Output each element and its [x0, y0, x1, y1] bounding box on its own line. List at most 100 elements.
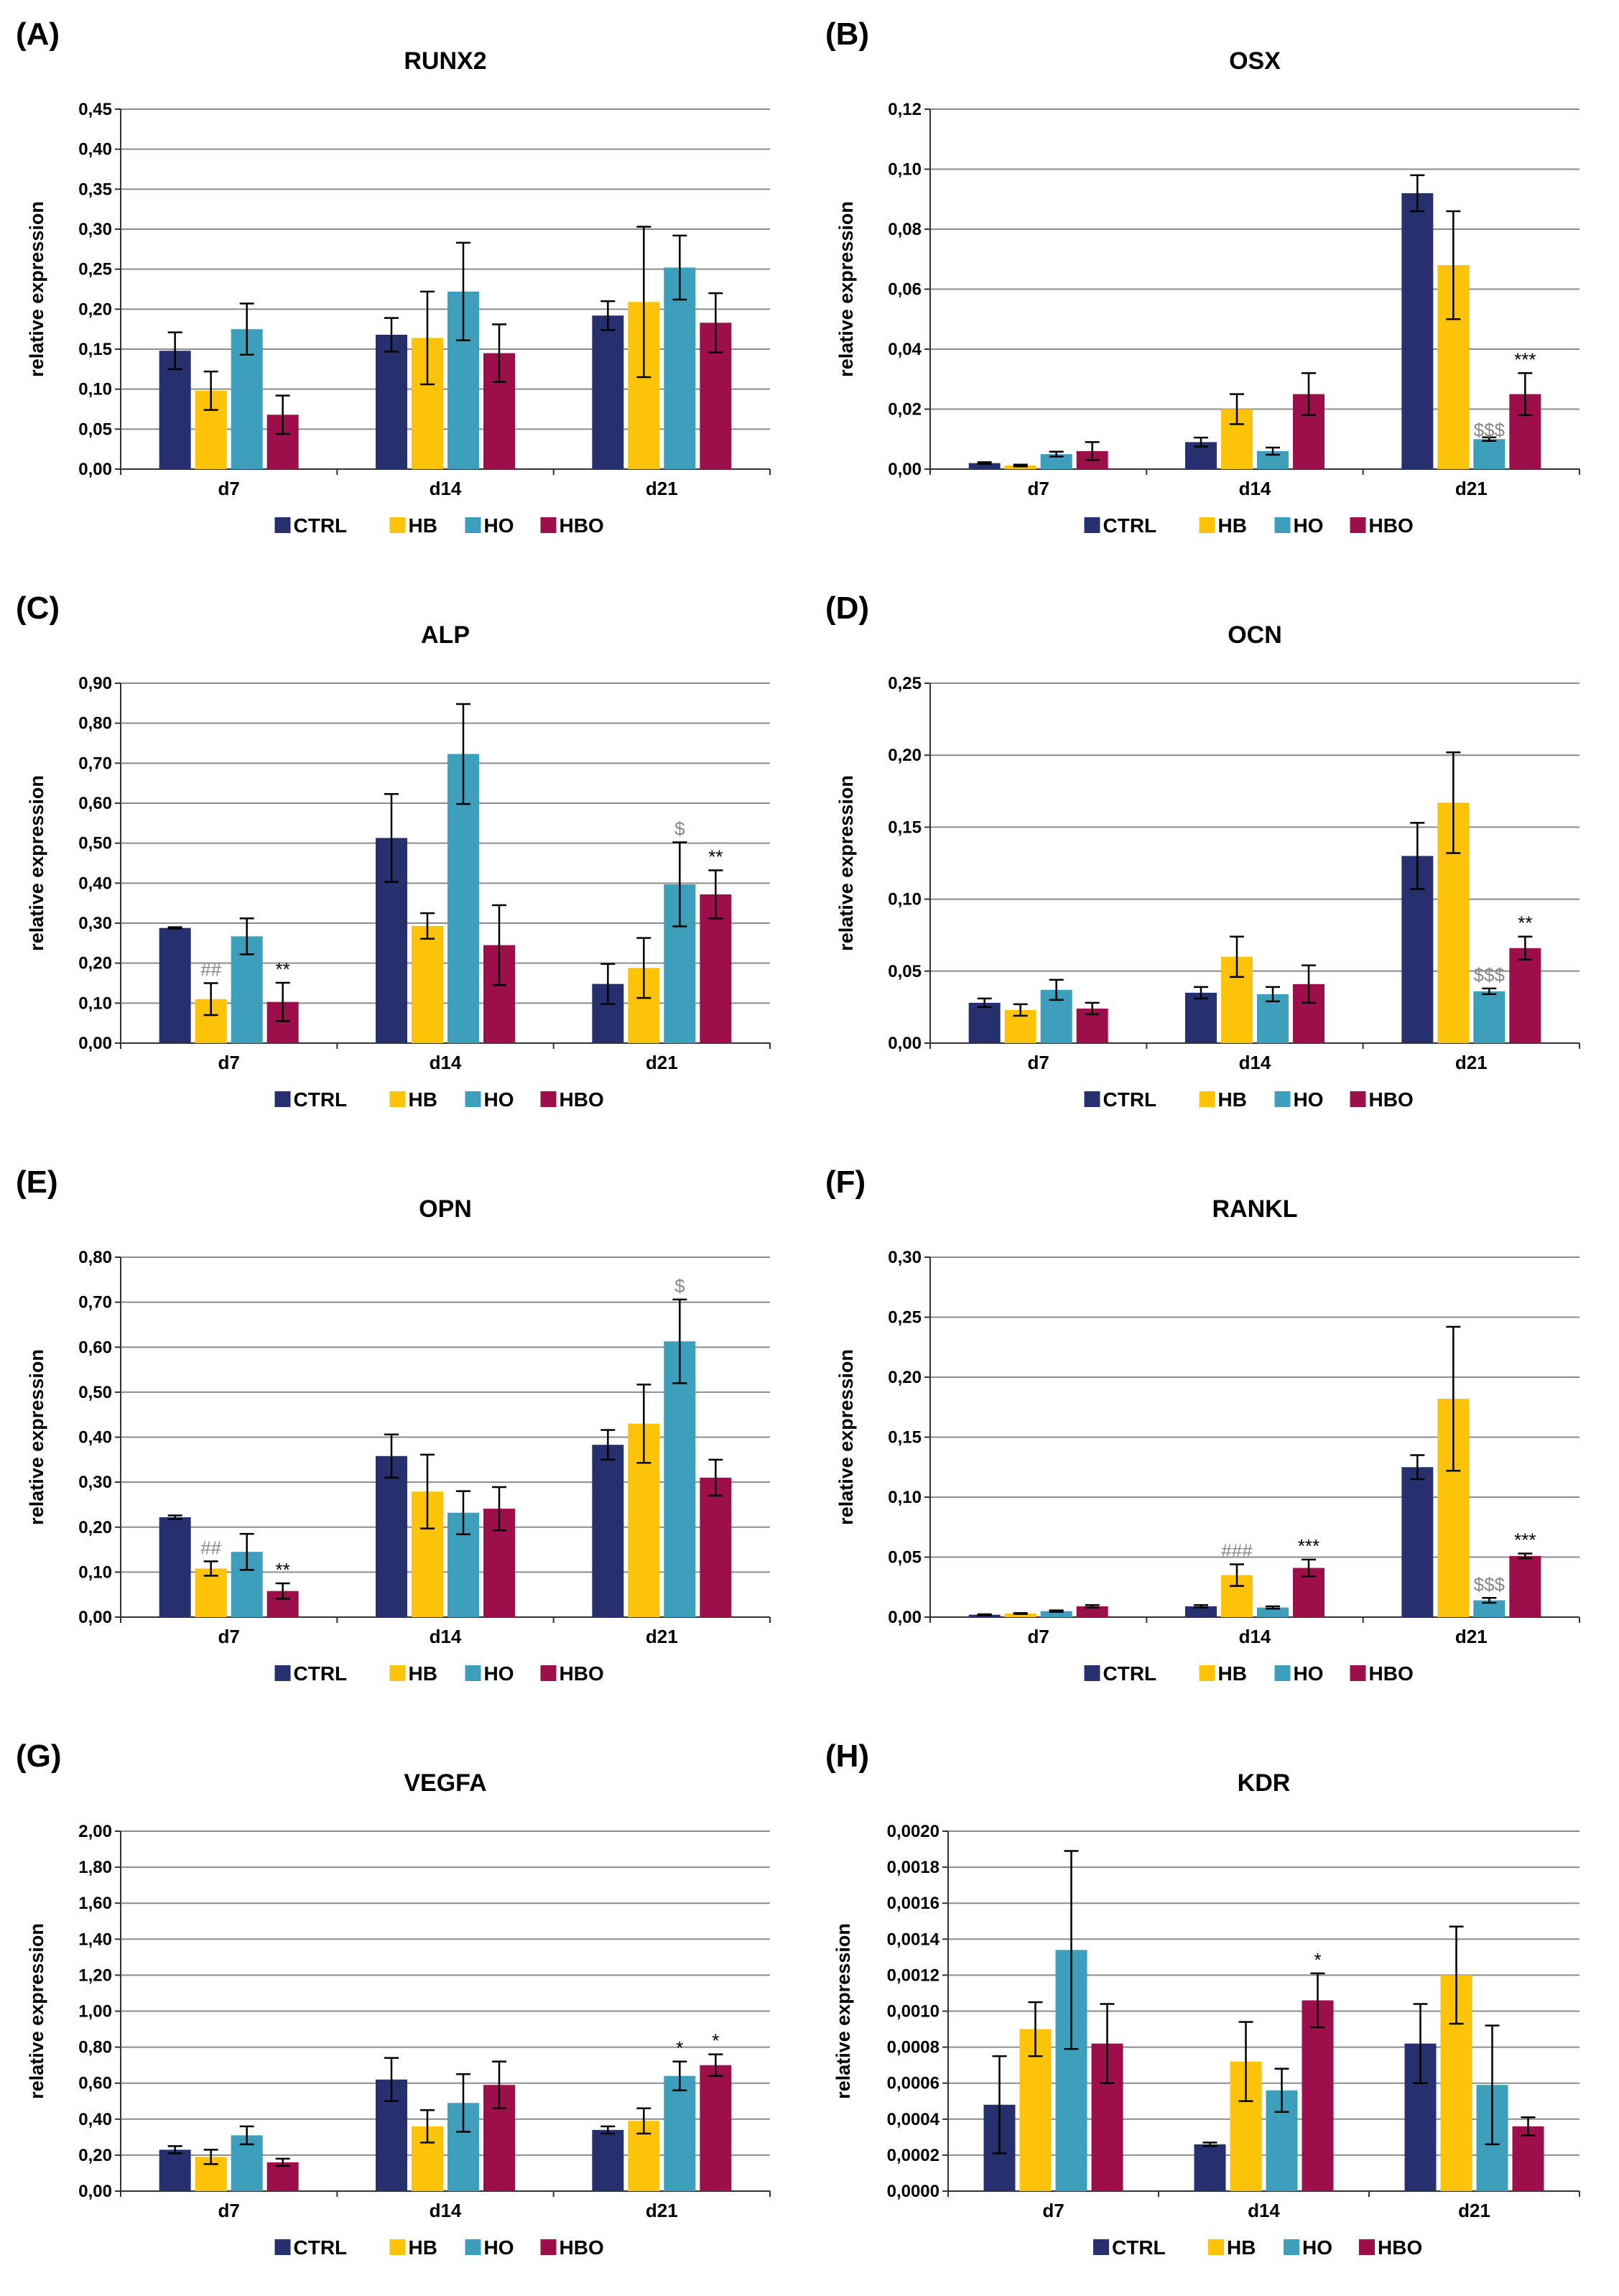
y-tick-label: 0,50 [78, 1383, 112, 1402]
legend-swatch-ctrl [1084, 517, 1100, 533]
bar-ctrl-d7 [159, 927, 191, 1043]
bar-hb-d7 [1004, 1613, 1036, 1617]
legend-label-hbo: HBO [1369, 1662, 1414, 1685]
y-tick-label: 1,20 [78, 1966, 112, 1985]
legend-label-ho: HO [484, 2236, 514, 2259]
bar-ctrl-d14 [1185, 992, 1217, 1043]
significance-marker: *** [1298, 1535, 1319, 1557]
legend-swatch-hb [1199, 1091, 1215, 1107]
legend-swatch-hbo [1350, 517, 1366, 533]
legend-label-hbo: HBO [560, 1088, 604, 1111]
bar-hbo-d7 [1076, 1606, 1108, 1617]
y-tick-label: 0,0012 [887, 1966, 940, 1985]
legend-label-ctrl: CTRL [1112, 2236, 1166, 2259]
y-axis-label: relative expression [832, 1923, 854, 2099]
y-tick-label: 0,10 [78, 994, 112, 1013]
significance-marker: $$$ [1474, 1573, 1506, 1595]
y-tick-label: 0,45 [78, 100, 112, 119]
x-tick-label: d14 [430, 2200, 462, 2221]
y-tick-label: 0,00 [888, 1608, 922, 1627]
chart-vegfa: (G) VEGFA 0,00 0,20 0,40 0,60 0,80 1,00 1,20 1,40… [0, 1722, 810, 2296]
panel-label: (D) [825, 591, 869, 626]
bar-ho-d7 [1040, 454, 1072, 469]
significance-marker: $$$ [1474, 419, 1506, 440]
y-tick-label: 0,30 [78, 1473, 112, 1492]
x-tick-label: d7 [218, 1052, 239, 1073]
y-tick-label: 0,40 [78, 874, 112, 893]
x-tick-label: d14 [1248, 2200, 1280, 2221]
x-tick-label: d21 [646, 1052, 678, 1073]
bar-ctrl-d7 [968, 1002, 1001, 1043]
y-tick-label: 0,40 [78, 2110, 112, 2129]
significance-marker: *** [1514, 1529, 1536, 1550]
y-tick-label: 0,0000 [887, 2182, 940, 2201]
significance-marker: *** [1514, 348, 1536, 370]
y-tick-label: 0,25 [888, 674, 922, 693]
legend-swatch-ctrl [274, 2239, 291, 2255]
y-tick-label: 0,08 [888, 220, 922, 239]
significance-marker: $ [674, 1275, 685, 1297]
bar-ho-d21 [664, 1341, 696, 1617]
bar-ctrl-d7 [159, 1517, 191, 1617]
x-tick-label: d21 [1458, 2200, 1490, 2221]
legend-swatch-ctrl [1084, 1665, 1100, 1681]
legend-label-ho: HO [1294, 1088, 1324, 1111]
y-tick-label: 0,20 [78, 2146, 112, 2165]
bar-ho-d21 [1473, 439, 1506, 469]
y-tick-label: 1,40 [78, 1930, 112, 1949]
legend-label-ctrl: CTRL [294, 514, 348, 537]
y-tick-label: 0,60 [78, 1338, 112, 1357]
legend-swatch-hb [1208, 2239, 1224, 2255]
x-tick-label: d14 [1239, 1626, 1271, 1647]
y-tick-label: 0,80 [78, 1248, 112, 1267]
y-tick-label: 1,60 [78, 1894, 112, 1913]
legend-swatch-ctrl [1084, 1091, 1100, 1107]
significance-marker: ## [200, 1537, 221, 1558]
legend-swatch-ho [1274, 1665, 1291, 1681]
y-tick-label: 0,20 [78, 1518, 112, 1537]
y-tick-label: 0,00 [78, 1608, 112, 1627]
legend-swatch-ho [465, 1091, 481, 1107]
legend-label-hb: HB [1218, 1088, 1247, 1111]
y-tick-label: 0,10 [78, 380, 112, 399]
chart-title: RUNX2 [404, 47, 486, 75]
significance-marker: ** [1518, 912, 1532, 934]
bar-ho-d14 [1257, 994, 1289, 1043]
y-tick-label: 2,00 [78, 1822, 112, 1841]
legend-swatch-hbo [540, 517, 557, 533]
bar-ctrl-d14 [1194, 2144, 1226, 2191]
legend-swatch-hb [389, 2239, 406, 2255]
y-tick-label: 0,70 [78, 1293, 112, 1313]
panel-label: (C) [16, 591, 60, 626]
y-tick-label: 0,10 [888, 1488, 922, 1507]
x-tick-label: d14 [430, 478, 462, 499]
y-tick-label: 0,0016 [887, 1894, 940, 1913]
y-tick-label: 0,0008 [887, 2038, 940, 2057]
legend-label-ho: HO [484, 514, 514, 537]
legend-swatch-ctrl [1093, 2239, 1109, 2255]
y-tick-label: 0,60 [78, 2074, 112, 2093]
x-tick-label: d14 [430, 1052, 462, 1073]
y-tick-label: 0,10 [888, 890, 922, 909]
bar-hbo-d21 [700, 2065, 732, 2191]
x-tick-label: d7 [218, 2200, 239, 2221]
legend-label-hbo: HBO [560, 2236, 604, 2259]
y-tick-label: 0,40 [78, 1428, 112, 1448]
legend-swatch-hbo [1350, 1091, 1366, 1107]
y-tick-label: 0,70 [78, 754, 112, 773]
legend-swatch-hbo [540, 1665, 557, 1681]
bar-hbo-d21 [1512, 2126, 1544, 2191]
y-axis-label: relative expression [26, 1923, 47, 2099]
bar-ho-d7 [1040, 1611, 1072, 1617]
y-tick-label: 0,20 [888, 1368, 922, 1387]
x-tick-label: d7 [1027, 1052, 1049, 1073]
bar-ctrl-d7 [159, 351, 191, 469]
legend-label-ho: HO [1294, 514, 1324, 537]
y-tick-label: 0,15 [78, 340, 112, 359]
x-tick-label: d21 [646, 2200, 678, 2221]
panel-label: (H) [825, 1739, 869, 1774]
y-tick-label: 0,35 [78, 180, 112, 199]
legend-label-hb: HB [1218, 514, 1247, 537]
bar-ctrl-d21 [1401, 1467, 1434, 1617]
bar-ctrl-d14 [376, 334, 407, 469]
